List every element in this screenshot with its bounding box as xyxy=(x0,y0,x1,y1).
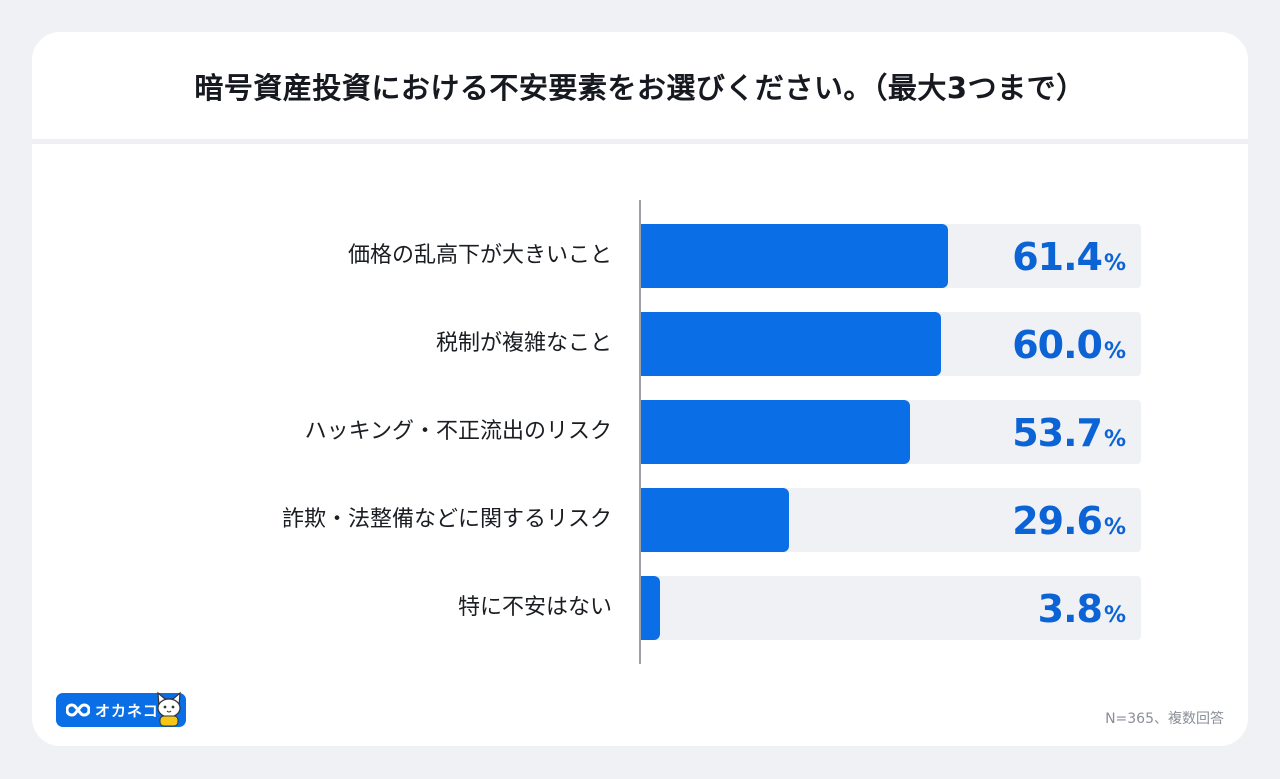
value-number: 60.0 xyxy=(1012,323,1103,367)
value-unit: % xyxy=(1103,515,1126,540)
bar xyxy=(641,576,660,640)
sample-note: N=365、複数回答 xyxy=(1105,711,1224,727)
category-label: 価格の乱高下が大きいこと xyxy=(347,243,612,268)
value-unit: % xyxy=(1103,251,1126,276)
brand-name: オカネコ xyxy=(95,701,159,720)
chart-title: 暗号資産投資における不安要素をお選びください。（最大3つまで） xyxy=(194,71,1086,105)
bar-row: 税制が複雑なこと 60.0% xyxy=(32,312,1248,376)
value-label: 60.0% xyxy=(1012,312,1126,376)
value-number: 61.4 xyxy=(1012,235,1103,279)
category-label: 特に不安はない xyxy=(457,595,612,620)
bar-track xyxy=(641,576,1141,640)
value-label: 53.7% xyxy=(1012,400,1126,464)
infinity-icon xyxy=(66,703,90,717)
brand-logo: オカネコ xyxy=(56,691,186,727)
value-label: 61.4% xyxy=(1012,224,1126,288)
value-number: 3.8 xyxy=(1037,587,1103,631)
bar-row: ハッキング・不正流出のリスク 53.7% xyxy=(32,400,1248,464)
bar xyxy=(641,488,789,552)
category-label: 詐欺・法整備などに関するリスク xyxy=(281,507,612,532)
category-label: ハッキング・不正流出のリスク xyxy=(304,419,612,444)
bar xyxy=(641,400,910,464)
value-label: 29.6% xyxy=(1012,488,1126,552)
value-unit: % xyxy=(1103,427,1126,452)
value-unit: % xyxy=(1103,339,1126,364)
bar-row: 特に不安はない 3.8% xyxy=(32,576,1248,640)
value-number: 29.6 xyxy=(1012,499,1103,543)
value-unit: % xyxy=(1103,603,1126,628)
value-label: 3.8% xyxy=(1038,576,1126,640)
cat-mascot-icon xyxy=(157,691,181,727)
chart-card: 暗号資産投資における不安要素をお選びください。（最大3つまで） 価格の乱高下が大… xyxy=(32,32,1248,746)
bar xyxy=(641,312,941,376)
bar xyxy=(641,224,948,288)
category-label: 税制が複雑なこと xyxy=(435,331,612,356)
title-divider xyxy=(32,139,1248,144)
bar-row: 詐欺・法整備などに関するリスク 29.6% xyxy=(32,488,1248,552)
y-axis-line xyxy=(639,200,641,664)
value-number: 53.7 xyxy=(1012,411,1103,455)
bar-row: 価格の乱高下が大きいこと 61.4% xyxy=(32,224,1248,288)
